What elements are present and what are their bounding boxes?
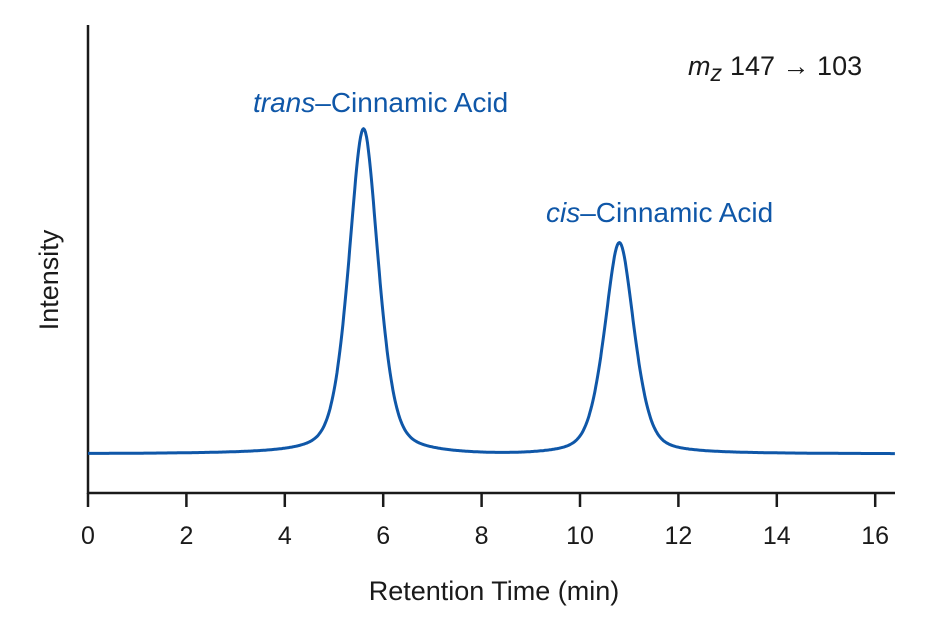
- x-tick-label: 6: [376, 522, 390, 550]
- x-tick-label: 14: [763, 522, 791, 550]
- x-axis-ticks: 0 2 4 6 8 10 12 14 16: [81, 493, 889, 550]
- peak-label-trans: trans–Cinnamic Acid: [253, 87, 508, 118]
- transition-annotation: mz 147 → 103: [688, 51, 862, 86]
- x-tick-label: 4: [278, 522, 292, 550]
- x-tick-label: 10: [566, 522, 594, 550]
- y-axis-title: Intensity: [34, 229, 64, 330]
- x-axis-title: Retention Time (min): [369, 576, 620, 606]
- x-tick-label: 0: [81, 522, 95, 550]
- x-tick-label: 8: [475, 522, 489, 550]
- peak-label-cis: cis–Cinnamic Acid: [546, 197, 773, 228]
- x-tick-label: 12: [664, 522, 692, 550]
- x-tick-label: 2: [179, 522, 193, 550]
- chromatogram-trace: [87, 127, 896, 456]
- x-tick-label: 16: [861, 522, 889, 550]
